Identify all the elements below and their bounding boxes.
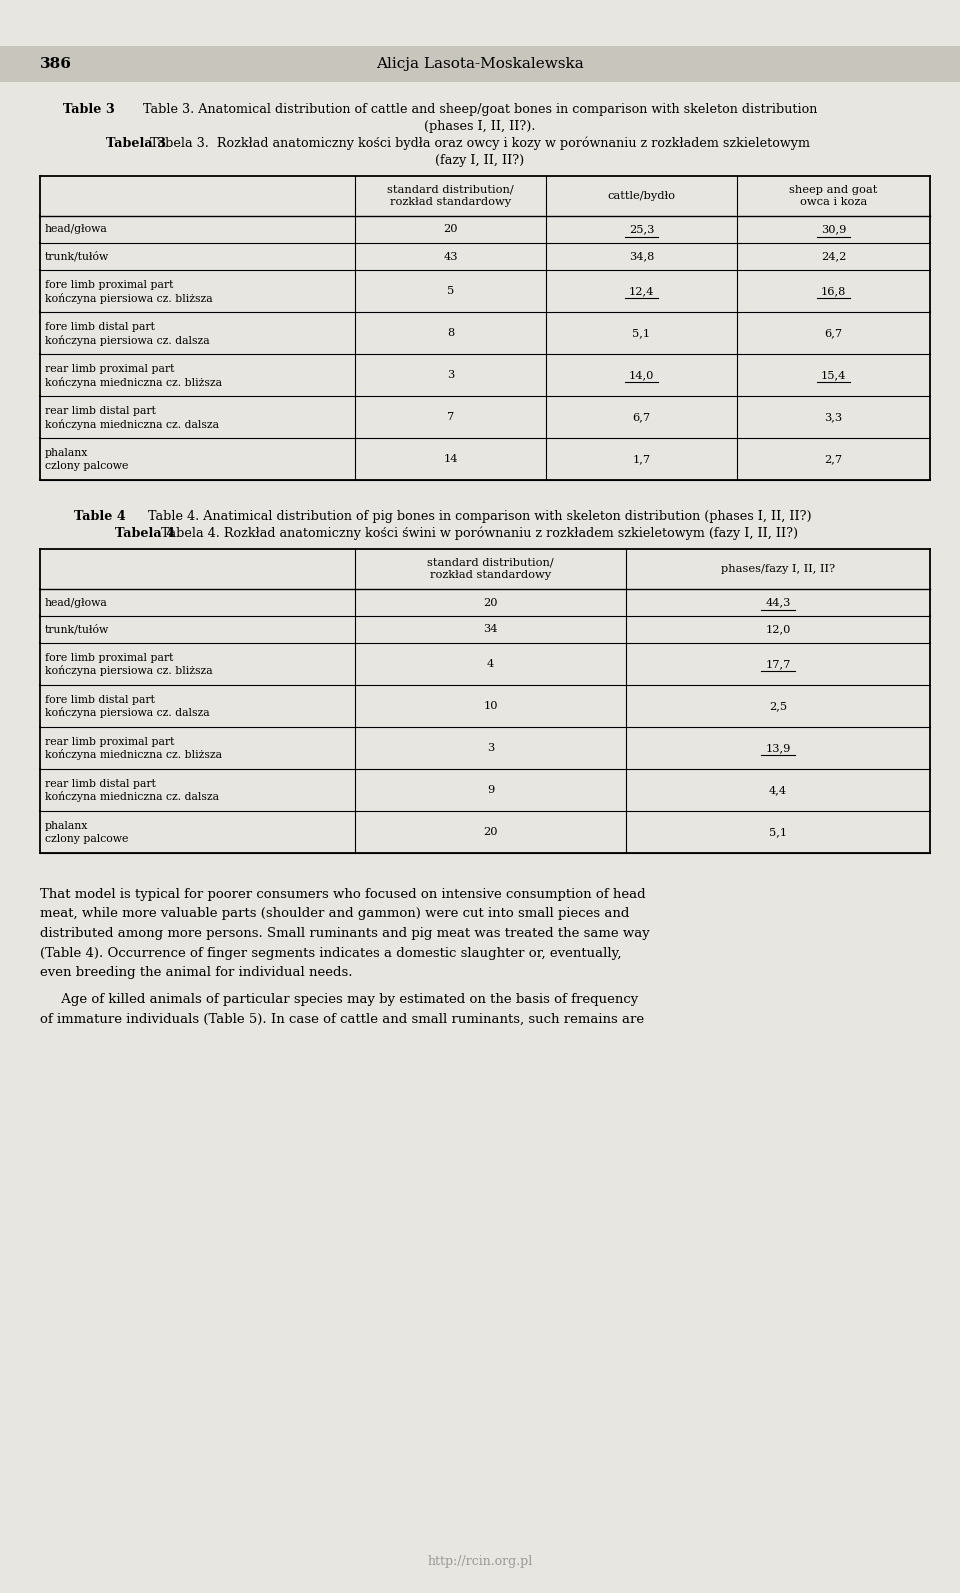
Text: Table 3: Table 3 [63,104,114,116]
Text: 15,4: 15,4 [821,370,846,381]
Text: (phases I, II, II?).: (phases I, II, II?). [424,119,536,132]
Text: 34: 34 [483,624,497,634]
Text: 20: 20 [444,225,458,234]
Text: 10: 10 [483,701,497,710]
Text: trunk/tułów: trunk/tułów [45,624,109,634]
Text: fore limb distal part: fore limb distal part [45,695,155,706]
Text: czlony palcowe: czlony palcowe [45,460,129,472]
Text: 5,1: 5,1 [769,827,787,836]
Text: rear limb distal part: rear limb distal part [45,406,156,416]
Text: 5,1: 5,1 [633,328,651,338]
Text: sheep and goat
owca i koza: sheep and goat owca i koza [789,185,877,207]
Text: kończyna miedniczna cz. bliższa: kończyna miedniczna cz. bliższa [45,376,222,387]
Text: kończyna miedniczna cz. dalsza: kończyna miedniczna cz. dalsza [45,792,219,803]
Text: kończyna miedniczna cz. dalsza: kończyna miedniczna cz. dalsza [45,419,219,430]
Text: fore limb distal part: fore limb distal part [45,322,155,331]
Text: kończyna piersiowa cz. dalsza: kończyna piersiowa cz. dalsza [45,335,209,346]
Text: rear limb proximal part: rear limb proximal part [45,738,175,747]
Text: even breeding the animal for individual needs.: even breeding the animal for individual … [40,965,352,980]
Text: 44,3: 44,3 [765,597,791,607]
Text: Tabela 4: Tabela 4 [115,527,175,540]
Text: standard distribution/
rozkład standardowy: standard distribution/ rozkład standardo… [427,558,554,580]
Text: 3: 3 [446,370,454,381]
Text: head/głowa: head/głowa [45,597,108,607]
Text: Tabela 3.  Rozkład anatomiczny kości bydła oraz owcy i kozy w porównaniu z rozkł: Tabela 3. Rozkład anatomiczny kości bydł… [150,137,810,150]
Text: 2,5: 2,5 [769,701,787,710]
Text: Table 3. Anatomical distribution of cattle and sheep/goat bones in comparison wi: Table 3. Anatomical distribution of catt… [143,104,817,116]
Text: 3: 3 [487,742,494,753]
Text: meat, while more valuable parts (shoulder and gammon) were cut into small pieces: meat, while more valuable parts (shoulde… [40,908,630,921]
Text: 4,4: 4,4 [769,785,787,795]
Text: kończyna piersiowa cz. bliższa: kończyna piersiowa cz. bliższa [45,666,212,677]
Text: rear limb proximal part: rear limb proximal part [45,363,175,374]
Text: 24,2: 24,2 [821,252,846,261]
Text: fore limb proximal part: fore limb proximal part [45,653,174,663]
Text: 7: 7 [446,413,454,422]
Text: 6,7: 6,7 [825,328,843,338]
Text: Age of killed animals of particular species may by estimated on the basis of fre: Age of killed animals of particular spec… [40,994,638,1007]
Text: phases/fazy I, II, II?: phases/fazy I, II, II? [721,564,835,573]
Text: That model is typical for poorer consumers who focused on intensive consumption : That model is typical for poorer consume… [40,887,646,902]
Text: 13,9: 13,9 [765,742,791,753]
Text: kończyna miedniczna cz. bliższa: kończyna miedniczna cz. bliższa [45,749,222,760]
Text: of immature individuals (Table 5). In case of cattle and small ruminants, such r: of immature individuals (Table 5). In ca… [40,1013,644,1026]
Text: distributed among more persons. Small ruminants and pig meat was treated the sam: distributed among more persons. Small ru… [40,927,650,940]
Text: fore limb proximal part: fore limb proximal part [45,280,174,290]
Text: 1,7: 1,7 [633,454,651,464]
Text: 9: 9 [487,785,494,795]
Text: Tabela 3: Tabela 3 [107,137,166,150]
Text: http://rcin.org.pl: http://rcin.org.pl [427,1555,533,1568]
Text: 25,3: 25,3 [629,225,654,234]
Text: 16,8: 16,8 [821,287,846,296]
Text: 4: 4 [487,660,494,669]
Text: Tabela 4. Rozkład anatomiczny kości świni w porównaniu z rozkładem szkieletowym : Tabela 4. Rozkład anatomiczny kości świn… [161,527,799,540]
Bar [0,46,960,81]
Text: standard distribution/
rozkład standardowy: standard distribution/ rozkład standardo… [387,185,514,207]
Text: cattle/bydło: cattle/bydło [608,191,676,201]
Text: rear limb distal part: rear limb distal part [45,779,156,789]
Text: head/głowa: head/głowa [45,225,108,234]
Text: 30,9: 30,9 [821,225,846,234]
Text: 6,7: 6,7 [633,413,651,422]
Text: phalanx: phalanx [45,448,88,459]
Text: trunk/tułów: trunk/tułów [45,252,109,261]
Text: 12,4: 12,4 [629,287,654,296]
Text: 12,0: 12,0 [765,624,791,634]
Text: 34,8: 34,8 [629,252,654,261]
Text: (fazy I, II, II?): (fazy I, II, II?) [436,155,524,167]
Text: Table 4. Anatimical distribution of pig bones in comparison with skeleton distri: Table 4. Anatimical distribution of pig … [148,510,812,523]
Text: phalanx: phalanx [45,820,88,832]
Text: (Table 4). Occurrence of finger segments indicates a domestic slaughter or, even: (Table 4). Occurrence of finger segments… [40,946,621,959]
Text: 386: 386 [40,57,72,72]
Text: 43: 43 [444,252,458,261]
Text: kończyna piersiowa cz. dalsza: kończyna piersiowa cz. dalsza [45,707,209,718]
Text: Alicja Lasota-Moskalewska: Alicja Lasota-Moskalewska [376,57,584,72]
Text: 20: 20 [483,827,497,836]
Text: 14,0: 14,0 [629,370,654,381]
Text: 14: 14 [444,454,458,464]
Text: 8: 8 [446,328,454,338]
Text: 17,7: 17,7 [765,660,791,669]
Text: 5: 5 [446,287,454,296]
Text: kończyna piersiowa cz. bliższa: kończyna piersiowa cz. bliższa [45,293,212,304]
Text: 2,7: 2,7 [825,454,843,464]
Text: 3,3: 3,3 [825,413,843,422]
Text: czlony palcowe: czlony palcowe [45,835,129,844]
Text: 20: 20 [483,597,497,607]
Text: Table 4: Table 4 [74,510,126,523]
